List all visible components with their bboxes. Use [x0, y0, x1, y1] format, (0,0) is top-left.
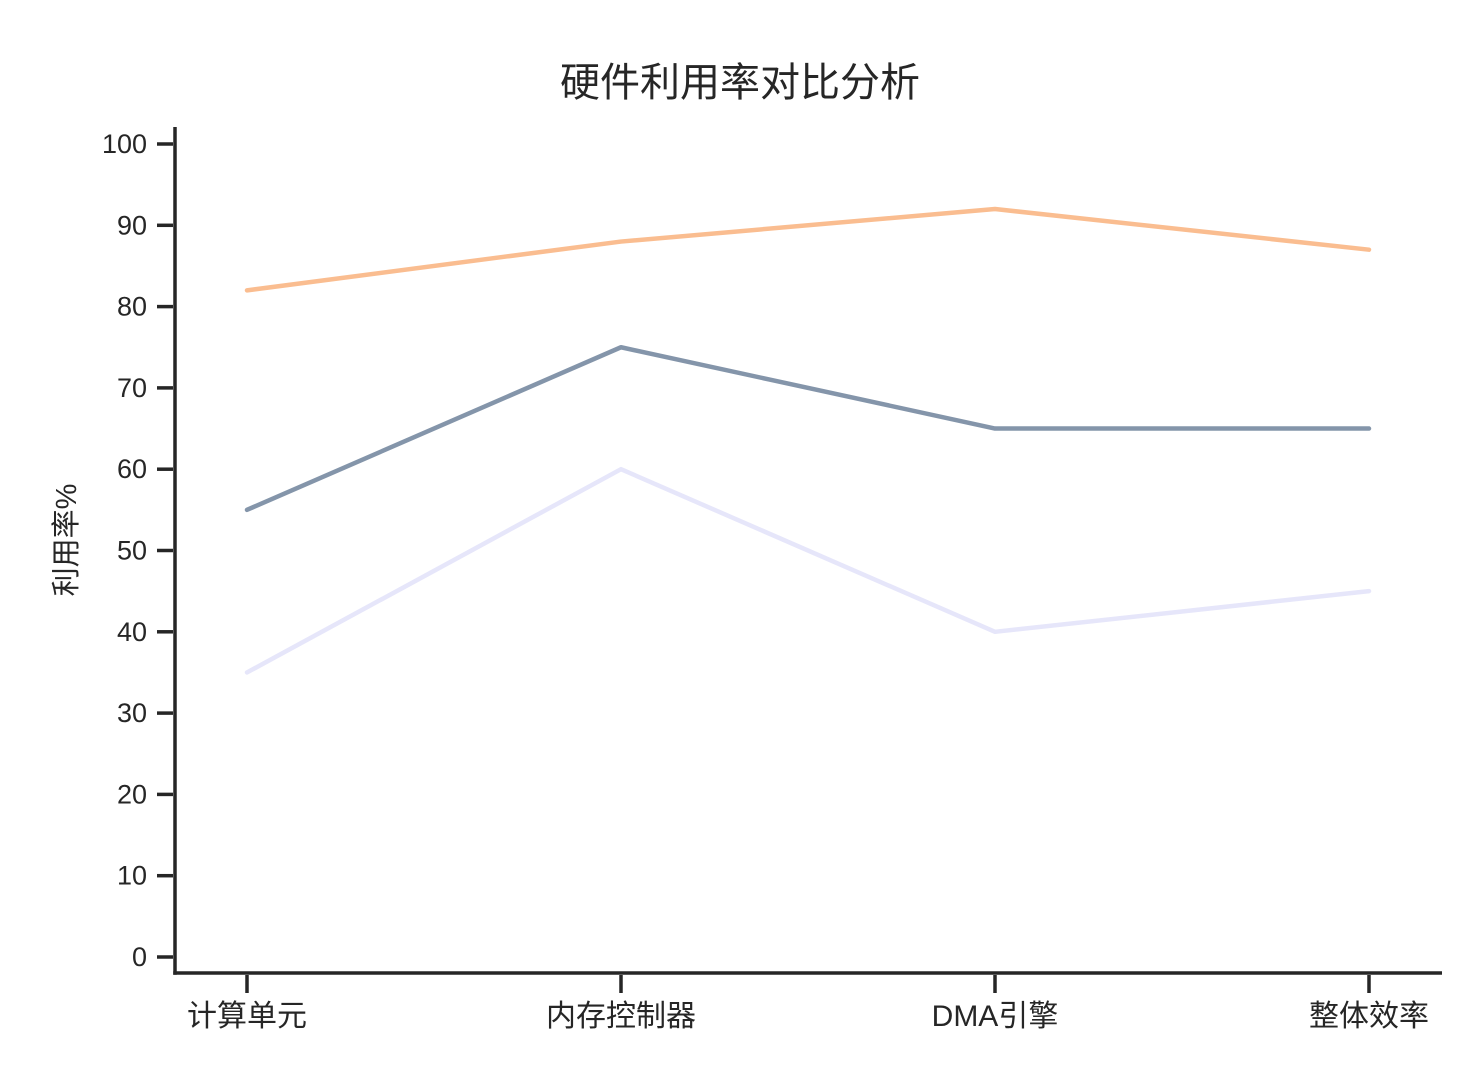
y-tick-label: 80 — [117, 292, 147, 322]
y-tick-label: 100 — [102, 129, 147, 159]
y-tick-label: 60 — [117, 454, 147, 484]
y-tick-label: 90 — [117, 210, 147, 240]
y-tick-label: 70 — [117, 373, 147, 403]
y-tick-label: 30 — [117, 698, 147, 728]
series-line-lavender-line — [244, 466, 1372, 675]
y-tick-label: 20 — [117, 779, 147, 809]
x-category-label: 计算单元 — [187, 1000, 307, 1033]
x-category-label: DMA引擎 — [932, 1000, 1059, 1033]
y-tick-label: 0 — [132, 942, 147, 972]
series-line-peach-line — [244, 206, 1372, 293]
x-category-label: 内存控制器 — [546, 1000, 696, 1033]
series-line-slate-line — [244, 345, 1372, 513]
chart-title: 硬件利用率对比分析 — [560, 61, 920, 105]
x-category-label: 整体效率 — [1309, 1000, 1429, 1033]
y-tick-label: 50 — [117, 536, 147, 566]
y-tick-label: 10 — [117, 861, 147, 891]
y-tick-label: 40 — [117, 617, 147, 647]
